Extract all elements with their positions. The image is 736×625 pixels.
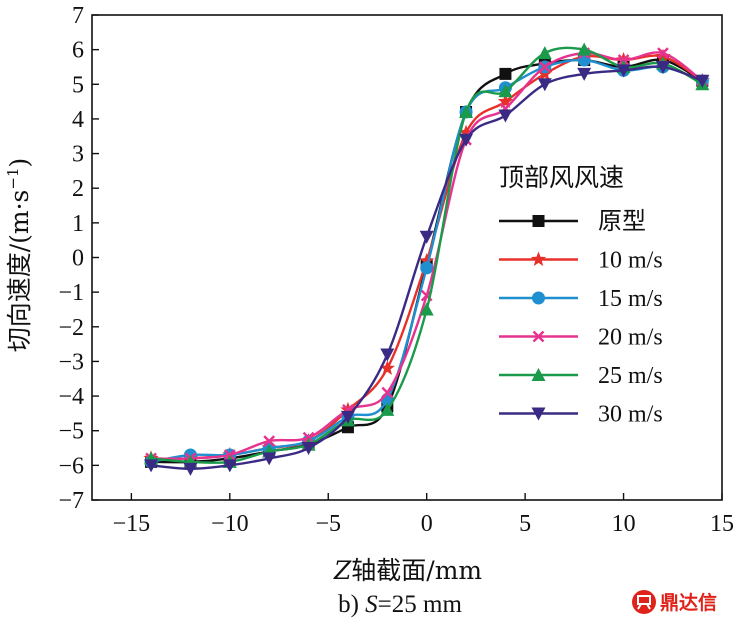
caption-prefix: b) bbox=[338, 591, 365, 618]
data-point bbox=[222, 459, 237, 473]
data-point bbox=[420, 261, 434, 275]
data-point bbox=[498, 109, 513, 123]
legend-marker bbox=[532, 330, 545, 343]
y-tick-label: 0 bbox=[72, 246, 84, 272]
data-point bbox=[301, 442, 316, 456]
caption-rest: =25 mm bbox=[378, 591, 463, 618]
x-axis-label: Z轴截面/mm bbox=[333, 556, 483, 585]
data-point bbox=[380, 348, 395, 362]
x-tick-label: −5 bbox=[315, 511, 341, 537]
legend-label: 原型 bbox=[598, 208, 646, 235]
data-point bbox=[538, 61, 551, 73]
x-tick-label: 0 bbox=[421, 511, 433, 537]
data-point bbox=[458, 124, 474, 140]
x-axis-label-var: Z bbox=[333, 556, 352, 585]
x-tick-label: −10 bbox=[211, 511, 249, 537]
data-point bbox=[577, 67, 592, 81]
legend-marker bbox=[531, 407, 546, 421]
data-point bbox=[144, 459, 159, 473]
y-tick-label: −5 bbox=[58, 419, 84, 445]
x-tick-label: 15 bbox=[710, 511, 734, 537]
data-point bbox=[498, 84, 513, 98]
series-layer bbox=[143, 42, 710, 476]
data-point bbox=[459, 105, 474, 118]
x-tick-label: 5 bbox=[519, 511, 531, 537]
data-point bbox=[577, 42, 592, 56]
legend-title: 顶部风风速 bbox=[499, 163, 624, 192]
x-tick-label: 10 bbox=[612, 511, 636, 537]
legend: 顶部风风速 原型 10 m/s 15 m/s 20 m/s 25 m/s 30 m/s bbox=[499, 163, 663, 428]
y-axis-label-text: 切向速度/(m·s bbox=[5, 190, 34, 353]
y-tick-label: 7 bbox=[72, 3, 84, 29]
legend-marker bbox=[532, 291, 545, 305]
y-tick-label: −4 bbox=[58, 384, 84, 410]
y-tick-label: −3 bbox=[58, 349, 84, 375]
legend-marker bbox=[530, 251, 547, 266]
data-point bbox=[419, 302, 434, 316]
y-tick-label: −7 bbox=[58, 488, 84, 514]
data-point bbox=[419, 230, 434, 244]
data-point bbox=[537, 78, 552, 92]
legend-item: 10 m/s bbox=[499, 248, 663, 274]
x-tick-label: −15 bbox=[113, 511, 151, 537]
data-point bbox=[459, 133, 474, 147]
series-6 bbox=[144, 60, 710, 476]
series-line bbox=[150, 46, 703, 465]
data-point bbox=[537, 46, 552, 60]
y-tick-label: 2 bbox=[72, 176, 84, 202]
y-axis-label-close: ) bbox=[5, 158, 34, 168]
data-point bbox=[499, 67, 512, 80]
data-point bbox=[263, 435, 276, 447]
legend-item: 25 m/s bbox=[499, 363, 663, 389]
y-tick-label: −6 bbox=[58, 453, 84, 479]
y-tick-label: 1 bbox=[72, 211, 84, 237]
data-point bbox=[695, 74, 710, 88]
data-point bbox=[379, 360, 395, 375]
data-point bbox=[657, 47, 669, 59]
data-point bbox=[616, 64, 631, 78]
data-point bbox=[655, 60, 670, 74]
y-tick-label: 4 bbox=[72, 107, 84, 133]
data-point bbox=[183, 462, 198, 476]
legend-item: 原型 bbox=[499, 208, 646, 235]
y-axis-label: 切向速度/(m·s−1) bbox=[4, 158, 34, 353]
watermark: 鼎达信 bbox=[632, 590, 717, 614]
data-point bbox=[381, 386, 394, 399]
y-tick-label: 3 bbox=[72, 142, 84, 168]
watermark-text: 鼎达信 bbox=[660, 591, 717, 614]
brand-logo-icon bbox=[632, 590, 656, 614]
legend-label: 10 m/s bbox=[598, 248, 663, 274]
y-tick-label: −2 bbox=[58, 315, 84, 341]
x-axis-label-text: 轴截面/mm bbox=[351, 556, 482, 585]
caption-var: S bbox=[365, 591, 378, 618]
series-line bbox=[151, 51, 704, 460]
y-tick-label: −1 bbox=[58, 280, 84, 306]
data-point bbox=[497, 93, 514, 109]
legend-item: 15 m/s bbox=[499, 286, 663, 312]
y-tick-label: 5 bbox=[72, 72, 84, 98]
data-point bbox=[340, 410, 355, 424]
legend-item: 30 m/s bbox=[499, 402, 663, 428]
legend-label: 30 m/s bbox=[598, 402, 663, 428]
figure-caption: b) S=25 mm bbox=[338, 591, 462, 618]
data-point bbox=[419, 252, 435, 268]
data-point bbox=[262, 452, 277, 466]
legend-label: 15 m/s bbox=[598, 286, 663, 312]
legend-marker bbox=[531, 368, 546, 381]
y-tick-label: 6 bbox=[72, 38, 84, 64]
data-point bbox=[655, 48, 671, 64]
data-point bbox=[380, 402, 395, 416]
legend-label: 20 m/s bbox=[598, 325, 663, 351]
legend-label: 25 m/s bbox=[598, 363, 663, 389]
y-axis-label-sup: −1 bbox=[4, 167, 22, 189]
legend-marker bbox=[532, 215, 545, 227]
legend-item: 20 m/s bbox=[499, 325, 663, 351]
